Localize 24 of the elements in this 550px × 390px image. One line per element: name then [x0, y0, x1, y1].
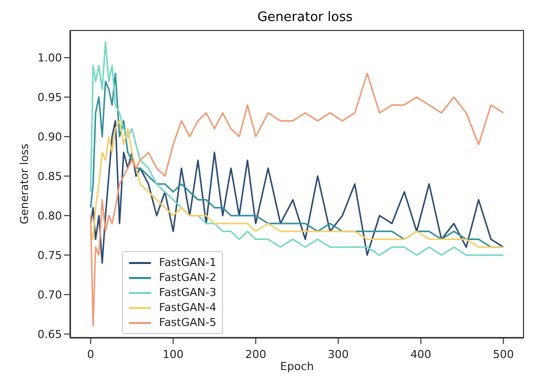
y-tick-label: 0.75: [38, 248, 62, 262]
y-axis-title: Generator loss: [18, 143, 31, 224]
y-tick-label: 0.90: [38, 130, 62, 144]
x-tick-label: 200: [245, 348, 266, 361]
legend-label: FastGAN-4: [159, 301, 216, 314]
line-series: [90, 72, 504, 327]
y-tick-label: 0.95: [38, 91, 62, 104]
x-tick-label: 0: [87, 348, 94, 361]
x-axis-title: Epoch: [280, 360, 314, 373]
y-tick-label: 0.80: [38, 209, 62, 222]
legend-label: FastGAN-2: [159, 271, 216, 284]
x-tick-label: 500: [492, 348, 514, 361]
y-tick-label: 0.85: [38, 170, 62, 184]
x-tick-label: 100: [162, 348, 184, 361]
x-tick-label: 400: [410, 348, 432, 361]
line-series: [90, 41, 504, 256]
chart-title: Generator loss: [256, 10, 354, 25]
y-tick-label: 1.00: [38, 52, 62, 65]
legend-label: FastGAN-3: [159, 286, 216, 299]
legend-label: FastGAN-1: [159, 256, 216, 269]
legend-label: FastGAN-5: [159, 316, 216, 329]
y-tick-label: 0.70: [38, 288, 62, 302]
y-tick-label: 0.65: [38, 328, 62, 341]
x-tick-label: 300: [328, 348, 349, 361]
